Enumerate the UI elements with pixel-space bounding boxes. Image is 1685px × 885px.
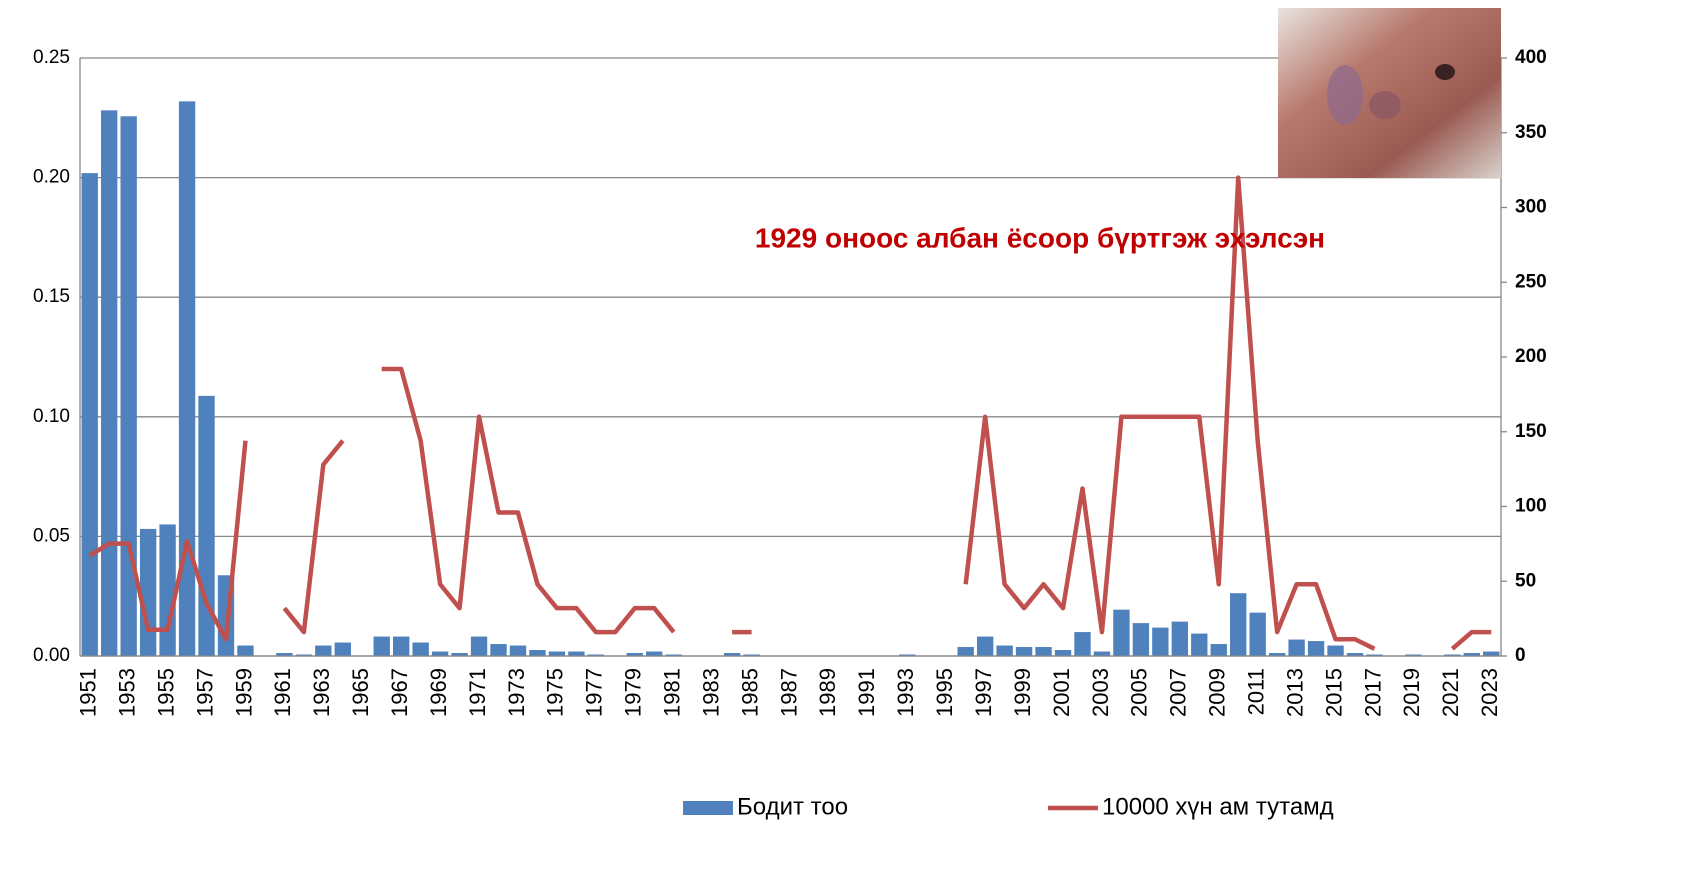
bar [977, 637, 993, 656]
y-tick-label: 0.20 [33, 167, 70, 188]
bar [1483, 652, 1499, 656]
bar [140, 529, 156, 656]
y2-tick-label: 50 [1515, 570, 1536, 591]
bar [1172, 622, 1188, 656]
x-tick-label: 2019 [1399, 668, 1424, 717]
bar [1308, 641, 1324, 656]
x-tick-label: 2001 [1049, 668, 1074, 717]
y2-tick-label: 300 [1515, 197, 1547, 218]
x-tick-label: 2003 [1088, 668, 1113, 717]
photo-lesion [1327, 65, 1363, 125]
bar [996, 646, 1012, 656]
x-tick-label: 1991 [854, 668, 879, 717]
bar [1327, 646, 1343, 656]
bar [1074, 632, 1090, 656]
bar [101, 110, 117, 656]
y2-tick-label: 100 [1515, 496, 1547, 517]
bar [335, 643, 351, 656]
chart: 0.00 0.05 0.10 0.15 0.20 0.25 0 50 100 150 200 250 3… [0, 0, 1685, 885]
bar [471, 637, 487, 656]
y2-tick-label: 200 [1515, 346, 1547, 367]
bar [393, 637, 409, 656]
x-tick-label: 2007 [1166, 668, 1191, 717]
x-tick-label: 1989 [815, 668, 840, 717]
x-tick-label: 1993 [893, 668, 918, 717]
y2-tick-label: 400 [1515, 47, 1547, 68]
x-tick-label: 1953 [114, 668, 139, 717]
bar [646, 652, 662, 656]
bar [432, 652, 448, 656]
legend-label: 10000 хүн ам тутамд [1102, 793, 1334, 820]
x-tick-label: 2009 [1205, 668, 1230, 717]
bar [549, 652, 565, 656]
x-tick-label: 2015 [1321, 668, 1346, 717]
x-tick-label: 1995 [932, 668, 957, 717]
bar [1094, 652, 1110, 656]
bar [529, 650, 545, 656]
photo [1278, 8, 1501, 178]
y-tick-label: 0.15 [33, 286, 70, 307]
bar [1152, 628, 1168, 656]
x-tick-label: 1955 [153, 668, 178, 717]
x-tick-label: 1975 [543, 668, 568, 717]
legend-swatch [683, 801, 733, 815]
x-tick-label: 1967 [387, 668, 412, 717]
x-tick-label: 2023 [1477, 668, 1502, 717]
x-tick-label: 2021 [1438, 668, 1463, 717]
y-tick-label: 0.10 [33, 406, 70, 427]
bar [374, 637, 390, 656]
x-tick-label: 1957 [192, 668, 217, 717]
bar [1133, 623, 1149, 656]
x-tick-label: 2005 [1127, 668, 1152, 717]
x-tick-label: 2011 [1243, 668, 1268, 715]
x-tick-label: 2013 [1282, 668, 1307, 717]
x-tick-label: 1973 [504, 668, 529, 717]
bar [412, 643, 428, 656]
bar [510, 646, 526, 656]
bar [1016, 647, 1032, 656]
bar [1288, 640, 1304, 656]
x-tick-label: 1977 [582, 668, 607, 717]
bar [568, 652, 584, 656]
bar [1191, 634, 1207, 656]
legend-label: Бодит тоо [737, 793, 848, 820]
y-tick-label: 0.00 [33, 645, 70, 666]
x-tick-label: 1985 [737, 668, 762, 717]
x-tick-label: 1959 [231, 668, 256, 717]
bar [315, 646, 331, 656]
bar [237, 646, 253, 656]
bar [1230, 593, 1246, 656]
y-tick-label: 0.05 [33, 525, 70, 546]
x-tick-label: 1983 [698, 668, 723, 717]
photo-lesion [1369, 91, 1401, 119]
y2-tick-label: 0 [1515, 645, 1526, 666]
y2-tick-label: 250 [1515, 271, 1547, 292]
x-tick-label: 1997 [971, 668, 996, 717]
y-tick-label: 0.25 [33, 47, 70, 68]
x-tick-label: 1981 [660, 668, 685, 717]
bar [1055, 650, 1071, 656]
x-tick-label: 1999 [1010, 668, 1035, 717]
x-tick-label: 2017 [1360, 668, 1385, 717]
bar [1035, 647, 1051, 656]
x-tick-label: 1979 [621, 668, 646, 717]
photo-lesion [1435, 64, 1455, 80]
x-tick-label: 1965 [348, 668, 373, 717]
y2-tick-label: 350 [1515, 122, 1547, 143]
bar [82, 173, 98, 656]
annotation: 1929 оноос албан ёсоор бүртгэж эхэлсэн [755, 222, 1325, 253]
y2-tick-label: 150 [1515, 421, 1547, 442]
bar [1211, 644, 1227, 656]
x-tick-label: 1961 [270, 668, 295, 717]
x-tick-label: 1963 [309, 668, 334, 717]
bar [1113, 610, 1129, 656]
bar [159, 524, 175, 656]
x-tick-label: 1987 [776, 668, 801, 717]
bar [1250, 613, 1266, 656]
x-tick-label: 1971 [465, 668, 490, 717]
x-tick-label: 1951 [76, 668, 101, 717]
bar [490, 644, 506, 656]
bar [958, 647, 974, 656]
x-tick-label: 1969 [426, 668, 451, 717]
